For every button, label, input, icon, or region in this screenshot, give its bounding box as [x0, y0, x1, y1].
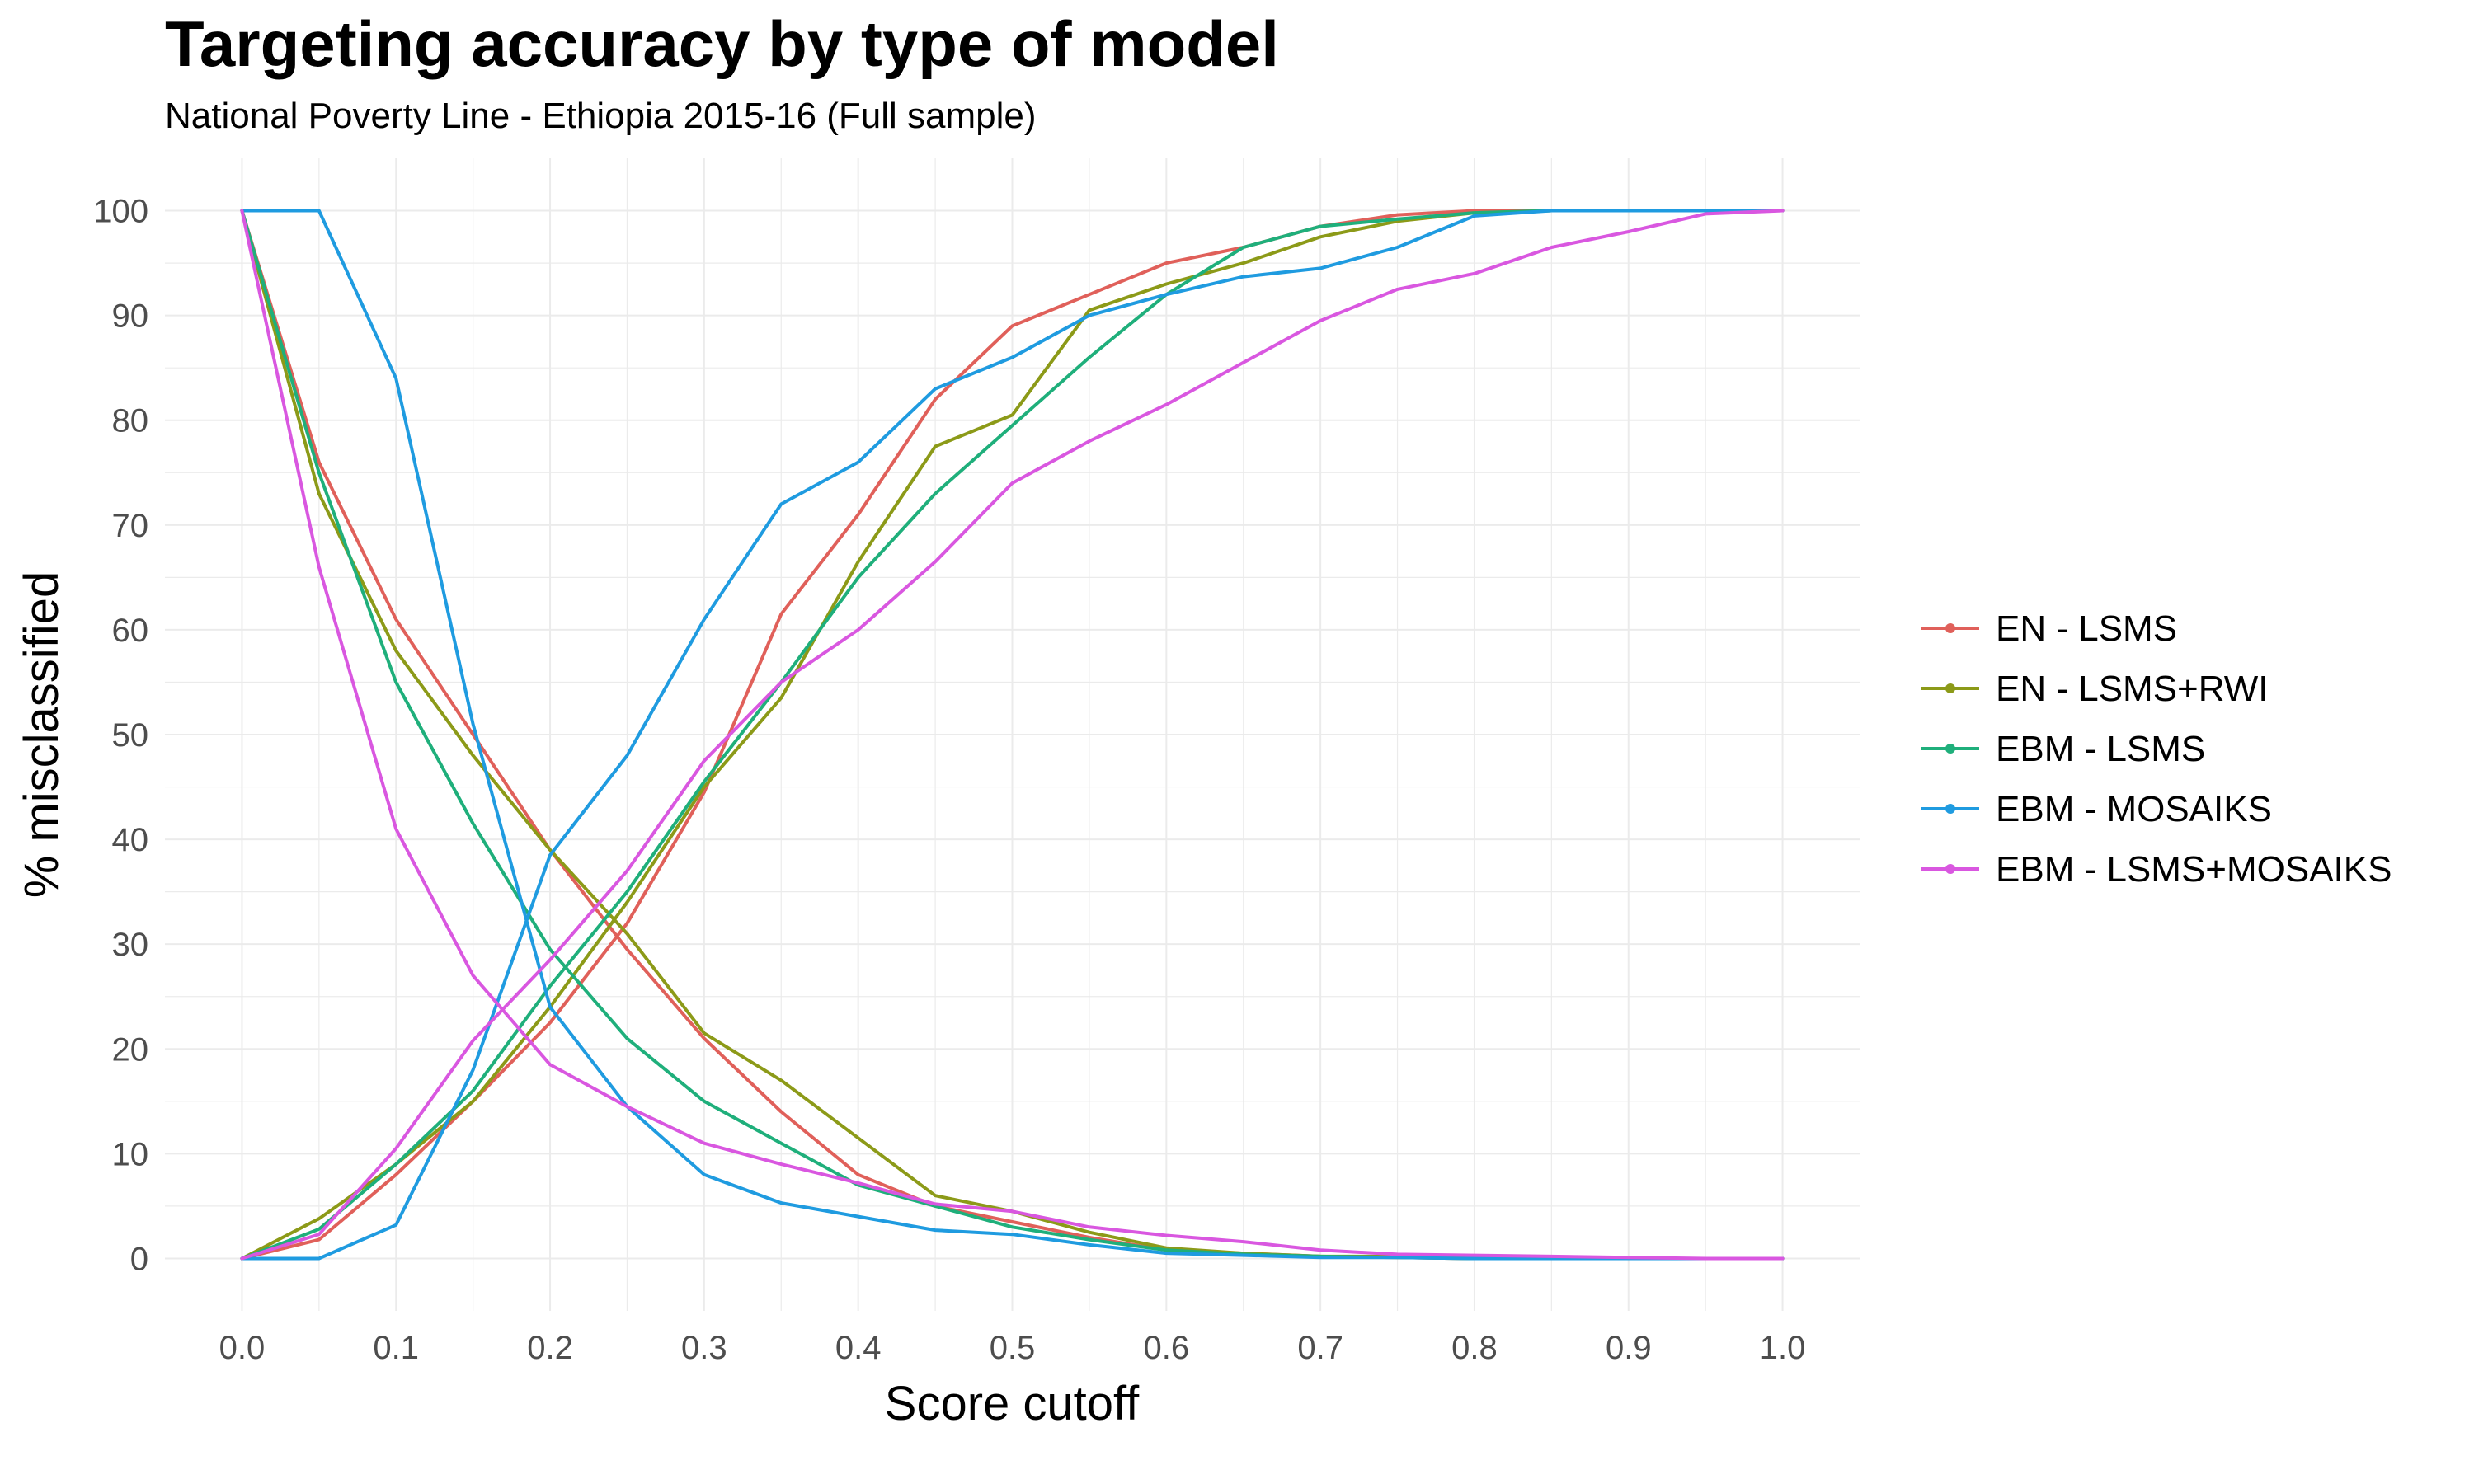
x-tick-label: 0.6 — [1144, 1330, 1190, 1366]
x-tick-label: 1.0 — [1760, 1330, 1806, 1366]
x-tick-label: 0.5 — [990, 1330, 1036, 1366]
legend: EN - LSMS EN - LSMS+RWI EBM - LSMS EBM - MO… — [1921, 608, 2392, 890]
series-line-ebm-lsms-mosaiks-inclusion-error — [240, 209, 1785, 1261]
y-tick-label: 10 — [112, 1136, 149, 1172]
y-tick-label: 90 — [112, 298, 149, 335]
series-line-ebm-mosaiks-inclusion-error — [240, 209, 1785, 1261]
series-line-ebm-lsms-mosaiks-exclusion-error — [240, 209, 1785, 1261]
series-lines — [240, 209, 1785, 1261]
y-axis-tick-labels: 0 10 20 30 40 50 60 70 80 90 100 — [93, 194, 148, 1278]
legend-key-point — [1945, 804, 1955, 814]
x-tick-label: 0.8 — [1451, 1330, 1498, 1366]
x-tick-label: 0.4 — [835, 1330, 882, 1366]
legend-label: EBM - LSMS+MOSAIKS — [1996, 849, 2392, 890]
y-tick-label: 40 — [112, 822, 149, 858]
y-tick-label: 100 — [93, 194, 148, 230]
x-tick-label: 0.7 — [1297, 1330, 1343, 1366]
x-tick-label: 0.3 — [681, 1330, 727, 1366]
legend-key-point — [1945, 623, 1955, 633]
legend-key-point — [1945, 864, 1955, 874]
legend-label: EN - LSMS+RWI — [1996, 669, 2268, 709]
y-tick-label: 20 — [112, 1031, 149, 1068]
legend-label: EN - LSMS — [1996, 608, 2177, 649]
x-tick-label: 0.9 — [1606, 1330, 1652, 1366]
x-tick-label: 0.1 — [373, 1330, 419, 1366]
y-tick-label: 50 — [112, 717, 149, 754]
legend-label: EBM - LSMS — [1996, 729, 2205, 769]
legend-label: EBM - MOSAIKS — [1996, 789, 2272, 829]
x-axis-title: Score cutoff — [885, 1377, 1140, 1430]
x-tick-label: 0.2 — [527, 1330, 573, 1366]
legend-key-point — [1945, 744, 1955, 754]
chart-title: Targeting accuracy by type of model — [165, 7, 1279, 80]
x-tick-label: 0.0 — [219, 1330, 266, 1366]
legend-key-point — [1945, 683, 1955, 693]
x-axis-tick-labels: 0.0 0.1 0.2 0.3 0.4 0.5 0.6 0.7 0.8 0.9 1.0 — [219, 1330, 1806, 1366]
y-tick-label: 30 — [112, 927, 149, 963]
y-tick-label: 80 — [112, 403, 149, 439]
y-tick-label: 70 — [112, 508, 149, 544]
chart-subtitle: National Poverty Line - Ethiopia 2015-16… — [165, 96, 1037, 136]
y-tick-label: 60 — [112, 613, 149, 649]
y-axis-title: % misclassified — [15, 571, 68, 898]
y-tick-label: 0 — [130, 1241, 148, 1277]
series-line-ebm-mosaiks-exclusion-error — [240, 209, 1785, 1261]
